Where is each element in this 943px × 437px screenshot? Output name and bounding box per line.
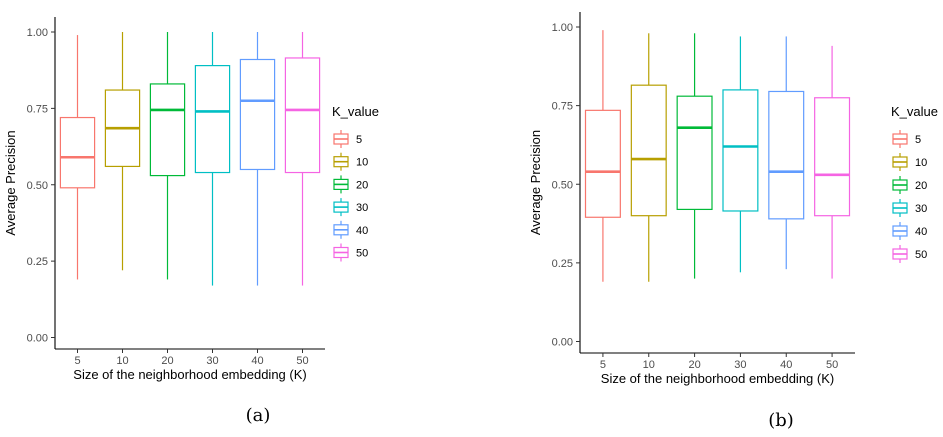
y-tick-label: 1.00 <box>552 22 573 34</box>
y-axis-title: Average Precision <box>3 130 18 235</box>
y-tick-label: 0.00 <box>552 337 573 349</box>
x-tick-label: 40 <box>780 359 792 371</box>
x-axis-title: Size of the neighborhood embedding (K) <box>73 367 306 382</box>
legend-label: 40 <box>915 226 927 238</box>
legend-label: 5 <box>356 134 362 146</box>
box-iqr <box>239 58 276 171</box>
y-axis-title: Average Precision <box>528 130 543 235</box>
x-axis-title: Size of the neighborhood embedding (K) <box>601 371 834 386</box>
x-tick-label: 5 <box>600 359 606 371</box>
legend-key-50 <box>333 243 349 262</box>
legend-key-20 <box>892 176 908 194</box>
legend-label: 20 <box>356 179 368 191</box>
legend-label: 30 <box>356 202 368 214</box>
box-iqr <box>814 97 851 217</box>
legend-key-5 <box>892 130 908 148</box>
legend-label: 50 <box>915 249 927 261</box>
legend-key-50 <box>892 245 908 263</box>
legend-key-30 <box>892 199 908 217</box>
legend-key-20 <box>333 175 349 194</box>
box-50 <box>814 45 851 279</box>
x-tick-label: 40 <box>251 355 263 367</box>
legend-key-5 <box>333 130 349 148</box>
y-tick-label: 0.75 <box>552 101 573 113</box>
legend-label: 10 <box>356 157 368 169</box>
legend-label: 10 <box>915 157 927 169</box>
legend-label: 50 <box>356 248 368 260</box>
legend-label: 20 <box>915 180 927 192</box>
y-tick-label: 0.25 <box>552 258 573 270</box>
y-tick-label: 0.50 <box>552 179 573 191</box>
box-30 <box>722 36 759 273</box>
x-tick-label: 10 <box>643 359 655 371</box>
box-40 <box>239 32 276 286</box>
y-tick-label: 0.75 <box>27 103 48 115</box>
legend-title: K_value <box>332 104 379 119</box>
box-20 <box>149 32 186 280</box>
box-iqr <box>630 84 667 217</box>
box-5 <box>584 30 621 282</box>
box-5 <box>59 35 96 280</box>
box-iqr <box>584 109 621 218</box>
y-tick-label: 0.50 <box>27 180 48 192</box>
box-iqr <box>149 83 186 177</box>
legend-label: 5 <box>915 134 921 146</box>
box-iqr <box>194 65 231 174</box>
x-tick-label: 30 <box>734 359 746 371</box>
y-tick-label: 1.00 <box>27 27 48 39</box>
legend-key-10 <box>892 153 908 171</box>
box-iqr <box>284 57 321 174</box>
legend-label: 30 <box>915 203 927 215</box>
box-iqr <box>768 90 805 220</box>
legend-key-30 <box>333 198 349 217</box>
x-tick-label: 20 <box>688 359 700 371</box>
legend: K_value 5 10 20 30 40 50 <box>891 104 938 263</box>
box-40 <box>768 36 805 270</box>
box-30 <box>194 32 231 286</box>
y-tick-label: 0.00 <box>27 333 48 345</box>
panel-caption: (a) <box>246 405 271 426</box>
box-iqr <box>722 89 759 212</box>
x-tick-label: 30 <box>206 355 218 367</box>
box-10 <box>104 32 141 271</box>
legend-key-10 <box>333 152 349 171</box>
x-tick-label: 5 <box>74 355 80 367</box>
box-iqr <box>676 95 713 211</box>
panel-caption: (b) <box>768 410 794 431</box>
box-10 <box>630 33 667 282</box>
x-tick-label: 20 <box>161 355 173 367</box>
y-tick-label: 0.25 <box>27 256 48 268</box>
legend-key-40 <box>892 222 908 240</box>
legend-label: 40 <box>356 225 368 237</box>
legend: K_value 5 10 20 30 40 50 <box>332 104 379 262</box>
legend-title: K_value <box>891 104 938 119</box>
box-50 <box>284 32 321 286</box>
x-tick-label: 50 <box>826 359 838 371</box>
x-tick-label: 50 <box>296 355 308 367</box>
box-20 <box>676 33 713 279</box>
legend-key-40 <box>333 220 349 239</box>
x-tick-label: 10 <box>116 355 128 367</box>
box-iqr <box>59 116 96 189</box>
